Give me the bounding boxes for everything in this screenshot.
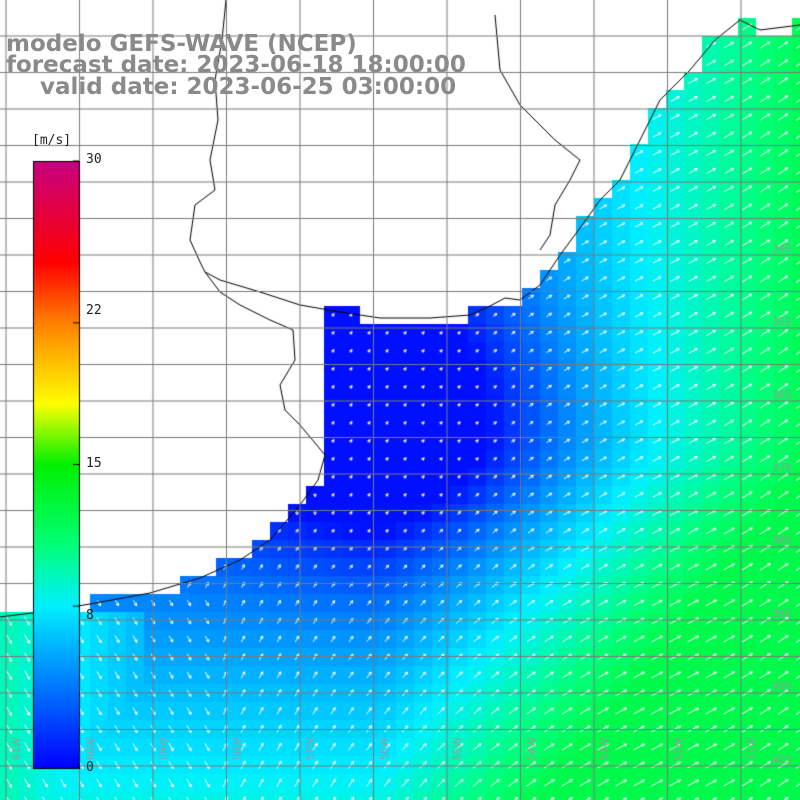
colorbar-tick-22: 22 xyxy=(86,303,102,318)
colorbar-unit: [m/s] xyxy=(32,133,72,148)
colorbar-tick-30: 30 xyxy=(86,152,102,167)
forecast-date: forecast date: 2023-06-18 18:00:00 xyxy=(6,52,466,78)
colorbar-tick-0: 0 xyxy=(86,760,94,775)
model-title: modelo GEFS-WAVE (NCEP) xyxy=(6,31,357,57)
colorbar-tick-8: 8 xyxy=(86,608,94,623)
colorbar-tick-15: 15 xyxy=(86,456,102,471)
valid-date: valid date: 2023-06-25 03:00:00 xyxy=(40,74,457,100)
